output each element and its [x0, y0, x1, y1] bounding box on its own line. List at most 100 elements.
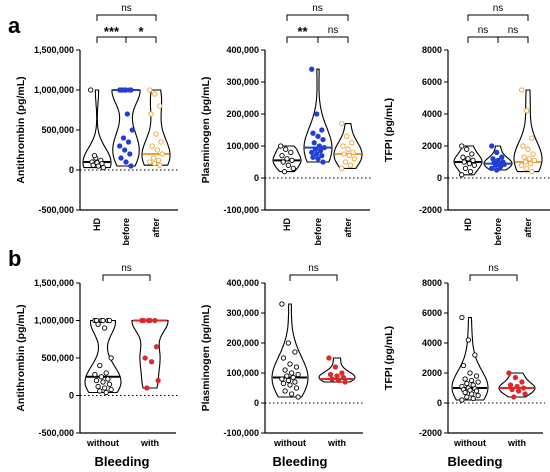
- data-point-with: [148, 359, 155, 365]
- data-point-without: [284, 373, 290, 379]
- data-point-without: [101, 325, 108, 331]
- y-tick-label: -2000: [419, 428, 442, 438]
- data-point-without: [475, 379, 481, 385]
- data-point-HD: [288, 149, 294, 156]
- violin-with: [318, 357, 356, 383]
- data-point-without: [280, 355, 287, 361]
- data-point-without: [288, 370, 295, 376]
- data-point-HD: [459, 172, 465, 178]
- violin-without: [84, 319, 122, 394]
- y-axis-label: Antithrombin (pg/mL): [15, 304, 27, 411]
- x-category-HD: HD: [282, 218, 292, 231]
- data-point-after: [524, 108, 530, 114]
- y-axis-label: Plasminogen (pg/mL): [200, 77, 212, 184]
- data-point-without: [292, 379, 298, 385]
- data-point-with: [340, 374, 347, 381]
- data-point-with: [512, 374, 519, 381]
- data-point-HD: [95, 163, 101, 169]
- x-category-HD: HD: [92, 218, 102, 231]
- y-tick-label: 200,000: [226, 109, 259, 119]
- data-point-with: [142, 355, 148, 361]
- y-tick-label: 8000: [422, 278, 442, 288]
- data-point-before: [309, 66, 315, 72]
- data-point-before: [311, 140, 317, 146]
- data-point-after: [147, 87, 153, 93]
- data-point-without: [462, 389, 468, 396]
- data-point-after: [339, 120, 345, 127]
- data-point-before: [489, 143, 495, 149]
- data-point-without: [280, 380, 287, 387]
- data-point-after: [345, 146, 351, 152]
- data-point-HD: [465, 156, 471, 162]
- data-point-before: [119, 87, 125, 93]
- data-point-without: [459, 314, 465, 321]
- data-point-with: [152, 317, 158, 324]
- data-point-without: [295, 371, 301, 378]
- y-tick-label: 1,000,000: [34, 316, 74, 326]
- data-point-after: [342, 159, 349, 165]
- data-point-before: [117, 143, 123, 149]
- data-point-after: [519, 87, 525, 93]
- y-tick-label: 1,000,000: [34, 85, 74, 95]
- data-point-after: [158, 139, 164, 145]
- chart-5: -100,000 0 100,000 200,000 300,000 400,000 Pla…: [200, 263, 365, 448]
- significance-bracket: [96, 14, 157, 21]
- data-point-HD: [279, 152, 285, 159]
- y-axis-label: Plasminogen (pg/mL): [200, 305, 212, 412]
- data-point-HD: [280, 159, 286, 165]
- data-point-without: [285, 340, 292, 346]
- data-point-after: [155, 157, 162, 164]
- data-point-with: [509, 386, 515, 393]
- violin-before: [303, 68, 333, 163]
- data-point-without: [470, 395, 476, 402]
- x-category-without: without: [273, 438, 306, 448]
- data-point-without: [475, 392, 481, 399]
- data-point-without: [459, 397, 465, 403]
- data-point-with: [153, 344, 160, 350]
- y-tick-label: -500,000: [38, 205, 74, 215]
- data-point-without: [293, 385, 300, 391]
- x-category-with: with: [327, 438, 346, 448]
- data-point-before: [492, 162, 499, 168]
- data-point-without: [100, 317, 106, 324]
- data-point-after: [519, 162, 525, 168]
- data-point-HD: [281, 168, 288, 175]
- panel-label-b: b: [8, 246, 21, 271]
- data-point-HD: [461, 159, 467, 165]
- data-point-without: [108, 386, 114, 393]
- data-point-with: [334, 373, 340, 379]
- data-point-before: [118, 155, 124, 161]
- data-point-before: [120, 135, 127, 141]
- y-tick-label: -100,000: [223, 428, 259, 438]
- violin-after: [333, 123, 363, 169]
- data-point-without: [93, 377, 100, 384]
- data-point-with: [522, 391, 528, 397]
- y-axis-label: TFPI (pg/mL): [383, 98, 395, 162]
- data-point-without: [98, 374, 105, 380]
- y-tick-label: 0: [69, 391, 74, 401]
- data-point-after: [530, 151, 536, 157]
- y-tick-label: 6000: [422, 77, 442, 87]
- data-point-HD: [91, 152, 98, 159]
- data-point-without: [106, 317, 113, 324]
- data-point-with: [326, 355, 332, 361]
- data-point-without: [103, 370, 109, 376]
- violin-before: [483, 145, 513, 171]
- data-point-without: [108, 355, 114, 361]
- data-point-before: [128, 87, 134, 93]
- significance-bracket: [317, 36, 349, 43]
- data-point-with: [332, 364, 339, 370]
- significance-label: ns: [121, 3, 132, 14]
- data-point-HD: [278, 143, 284, 149]
- data-point-without: [282, 388, 288, 394]
- data-point-HD: [88, 87, 94, 93]
- data-point-before: [494, 167, 500, 173]
- data-point-HD: [283, 146, 289, 152]
- data-point-with: [514, 383, 520, 390]
- chart-6: -2000 0 2000 4000 6000 8000 TFPI (pg/mL) withou…: [383, 263, 545, 448]
- data-point-after: [157, 103, 163, 109]
- data-point-without: [282, 367, 288, 373]
- data-point-without: [464, 380, 470, 387]
- y-axis-label: TFPI (pg/mL): [383, 326, 395, 390]
